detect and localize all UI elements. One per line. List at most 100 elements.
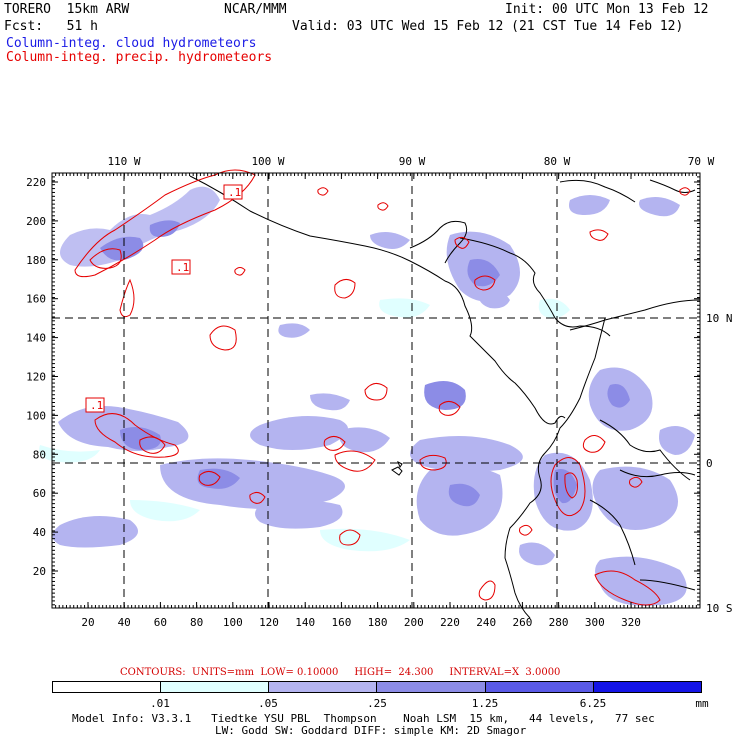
- colorbar-label: .01: [150, 697, 170, 710]
- right-axis-label: 10 N: [706, 312, 733, 325]
- precip-contour: [438, 401, 461, 416]
- left-axis-label: 140: [26, 332, 46, 345]
- bottom-axis-label: 200: [404, 616, 424, 629]
- precip-contour: [89, 248, 122, 269]
- galapagos: [391, 460, 403, 476]
- bottom-axis-label: 80: [190, 616, 203, 629]
- colorbar-label: .25: [367, 697, 387, 710]
- bottom-axis-label: 260: [512, 616, 532, 629]
- left-axis-label: 160: [26, 293, 46, 306]
- forecast-hour: Fcst: 51 h: [4, 19, 98, 34]
- bottom-axis-label: 320: [621, 616, 641, 629]
- left-axis-label: 80: [33, 448, 46, 461]
- left-axis-label: 40: [33, 526, 46, 539]
- cloud-area: [448, 483, 480, 507]
- model-info-physics: LW: Godd SW: Goddard DIFF: simple KM: 2D…: [215, 724, 527, 737]
- precip-contour: [594, 570, 661, 606]
- contour-label: .1: [176, 261, 189, 274]
- precip-contour: [139, 436, 166, 454]
- precip-contour: [589, 229, 609, 241]
- contour-info-title: CONTOURS:: [120, 667, 186, 678]
- left-axis-label: 220: [26, 176, 46, 189]
- contour-high: HIGH= 24.300: [354, 667, 434, 678]
- cloud-area: [595, 556, 687, 606]
- precip-contour: [249, 491, 266, 504]
- bottom-axis-label: 20: [81, 616, 94, 629]
- precip-contour: [317, 187, 329, 196]
- precip-contour: [323, 436, 346, 451]
- cloud-area: [320, 528, 410, 552]
- model-name: TORERO 15km ARW: [4, 2, 130, 17]
- top-axis-label: 110 W: [107, 155, 140, 168]
- cloud-area: [659, 426, 695, 455]
- contour-units: UNITS=mm: [192, 667, 255, 678]
- left-axis-label: 100: [26, 409, 46, 422]
- coastline-cuba: [559, 179, 636, 203]
- precip-contour: [364, 383, 388, 401]
- coastlines: [189, 175, 701, 619]
- axis-labels: 110 W 100 W 90 W 80 W 70 W 10 N 0 10 S 220 200 180…: [26, 155, 732, 629]
- colorbar-unit: mm: [695, 697, 709, 710]
- precip-contour: [550, 457, 586, 517]
- precip-contour: [234, 267, 246, 276]
- left-axis-label: 20: [33, 565, 46, 578]
- colorbar-label: 6.25: [579, 697, 607, 710]
- colorbar-swatch: [485, 681, 594, 693]
- cloud-area: [278, 323, 310, 338]
- colorbar-swatch: [268, 681, 377, 693]
- bottom-axis-label: 120: [259, 616, 279, 629]
- bottom-axis-label: 240: [476, 616, 496, 629]
- cloud-area: [519, 542, 555, 566]
- left-axis-label: 200: [26, 215, 46, 228]
- precip-contour: [629, 476, 643, 488]
- cloud-area: [607, 384, 630, 408]
- precip-contour: [519, 524, 533, 536]
- border-south-america: [589, 419, 696, 591]
- cloud-area: [149, 220, 180, 237]
- precip-contour: [209, 325, 237, 351]
- precip-contour: [454, 236, 470, 249]
- colorbar-swatch: [593, 681, 702, 693]
- cloud-area: [538, 298, 570, 319]
- bottom-axis-label: 300: [585, 616, 605, 629]
- coastline-yucatan: [409, 220, 468, 264]
- bottom-axis-label: 160: [331, 616, 351, 629]
- precip-contour: [334, 279, 356, 299]
- precip-contour: [94, 413, 179, 458]
- precip-contour: [419, 454, 447, 471]
- left-axis-label: 60: [33, 487, 46, 500]
- cloud-area: [379, 298, 430, 318]
- contour-low: LOW= 0.10000: [260, 667, 339, 678]
- contour-label: .1: [90, 399, 103, 412]
- coastline-central-america: [459, 237, 611, 337]
- contour-info: CONTOURS: UNITS=mm LOW= 0.10000 HIGH= 24…: [120, 667, 560, 678]
- precip-contour: [679, 187, 691, 196]
- bottom-axis-label: 40: [118, 616, 131, 629]
- bottom-axis-label: 280: [549, 616, 569, 629]
- cloud-area: [255, 500, 343, 529]
- cloud-area: [39, 445, 100, 463]
- precip-contour: [478, 580, 496, 601]
- model-info: Model Info: V3.3.1 Tiedtke YSU PBL Thomp…: [72, 712, 655, 725]
- colorbar-swatch: [160, 681, 269, 693]
- left-axis-label: 180: [26, 254, 46, 267]
- precip-contour: [198, 471, 221, 486]
- lat-lon-grid: [52, 173, 700, 608]
- colorbar-label: .05: [258, 697, 278, 710]
- init-time: Init: 00 UTC Mon 13 Feb 12: [505, 2, 709, 17]
- valid-time: Valid: 03 UTC Wed 15 Feb 12 (21 CST Tue …: [292, 19, 684, 34]
- cloud-area: [639, 196, 680, 217]
- contour-interval: INTERVAL=X 3.0000: [449, 667, 561, 678]
- cloud-area: [569, 195, 610, 215]
- field-precip-label: Column-integ. precip. hydrometeors: [6, 50, 273, 65]
- colorbar-swatch: [52, 681, 161, 693]
- top-axis-label: 90 W: [399, 155, 426, 168]
- bottom-axis-label: 220: [440, 616, 460, 629]
- contour-label: .1: [228, 186, 241, 199]
- precip-contour: [334, 450, 376, 472]
- precip-contour: [119, 278, 135, 318]
- precip-contour: [377, 202, 389, 211]
- cloud-area: [339, 427, 390, 453]
- coastline-mexico: [189, 175, 566, 425]
